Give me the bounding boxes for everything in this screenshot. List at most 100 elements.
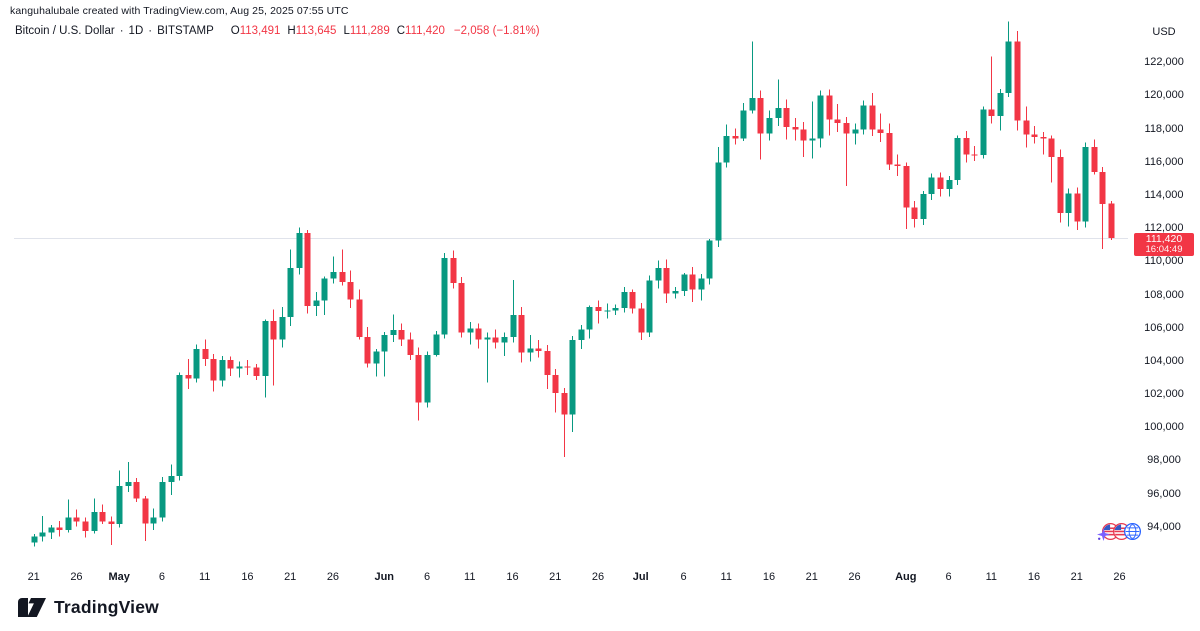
- price-tick-label: 122,000: [1144, 56, 1184, 69]
- candle-body: [561, 393, 568, 415]
- candle-body: [1108, 203, 1115, 238]
- price-tick-label: 112,000: [1144, 222, 1184, 235]
- candle-body: [227, 360, 234, 369]
- last-price-label[interactable]: 111,420 16:04:49: [1134, 232, 1194, 256]
- candle-body: [1014, 41, 1021, 121]
- time-tick-label: 26: [326, 571, 340, 583]
- candle-body: [954, 137, 961, 181]
- time-tick-label: 16: [506, 571, 519, 583]
- candle-body: [1031, 134, 1038, 137]
- price-axis[interactable]: USD 111,420 16:04:49 122,000 120,000 118,0…: [1132, 0, 1200, 565]
- candle-body: [740, 110, 747, 139]
- symbol-name[interactable]: Bitcoin / U.S. Dollar: [15, 25, 115, 37]
- candle-body: [262, 321, 269, 376]
- candle-body: [980, 109, 987, 156]
- globe-event-icon: [1124, 523, 1141, 540]
- candle-body: [321, 278, 328, 301]
- candle-body: [99, 511, 106, 522]
- candle-body: [202, 349, 209, 360]
- price-tick-label: 118,000: [1144, 122, 1184, 135]
- candle-body: [732, 136, 739, 139]
- candle-body: [398, 330, 405, 340]
- candle-body: [1023, 120, 1030, 135]
- candle-body: [253, 367, 260, 376]
- candle-body: [544, 350, 551, 375]
- open-label: O: [230, 25, 240, 37]
- candle-body: [304, 233, 311, 307]
- candle-body: [518, 315, 525, 353]
- close-value: 111,420: [405, 25, 445, 37]
- close-label: C: [396, 25, 406, 37]
- candle-body: [775, 107, 782, 118]
- time-tick-label: May: [108, 571, 130, 583]
- candle-body: [689, 274, 696, 290]
- candle-body: [783, 107, 790, 127]
- low-value: 111,289: [349, 25, 390, 37]
- candle-body: [287, 267, 294, 317]
- time-tick-label: 6: [158, 571, 165, 583]
- candle-body: [39, 532, 46, 537]
- candle-body: [150, 517, 157, 524]
- candle-body: [552, 374, 559, 394]
- price-tick-label: 102,000: [1144, 388, 1184, 400]
- candle-body: [569, 340, 576, 415]
- candle-body: [364, 336, 371, 364]
- candle-body: [1005, 41, 1012, 93]
- tradingview-wordmark: TradingView: [54, 597, 159, 617]
- last-price-countdown: 16:04:49: [1145, 243, 1183, 255]
- candle-body: [877, 129, 884, 133]
- candle-body: [65, 517, 72, 531]
- candle-body: [698, 278, 705, 290]
- time-tick-label: Aug: [895, 571, 917, 583]
- time-tick-label: 16: [241, 571, 254, 583]
- candle-body: [270, 321, 277, 340]
- open-value: 113,491: [239, 25, 281, 37]
- candle-body: [296, 233, 303, 268]
- candle-body: [1057, 156, 1064, 214]
- price-tick-label: 108,000: [1144, 288, 1184, 301]
- candle-body: [621, 292, 628, 308]
- event-marker-icons[interactable]: [1097, 523, 1141, 541]
- separator-dot: ·: [148, 25, 153, 37]
- candle-body: [48, 527, 55, 533]
- candle-body: [168, 476, 175, 482]
- sparkle-icon: [1097, 528, 1110, 541]
- candle-body: [313, 300, 320, 307]
- candle-body: [279, 316, 286, 340]
- candle-body: [1091, 146, 1098, 172]
- candle-body: [176, 374, 183, 477]
- candle-body: [1040, 136, 1047, 139]
- exchange-label[interactable]: BITSTAMP: [157, 25, 214, 37]
- separator-dot: ·: [119, 25, 124, 37]
- candle-body: [116, 486, 123, 525]
- candle-body: [903, 165, 910, 208]
- time-tick-label: 11: [720, 571, 732, 583]
- candle-body: [578, 329, 585, 341]
- price-tick-label: 120,000: [1144, 89, 1184, 102]
- candle-body: [971, 154, 978, 156]
- interval-label[interactable]: 1D: [128, 25, 144, 37]
- candle-body: [604, 310, 611, 312]
- candle-body: [586, 306, 593, 330]
- candle-body: [535, 348, 542, 351]
- candle-body: [963, 137, 970, 155]
- candle-body: [843, 122, 850, 134]
- candle-body: [1099, 171, 1106, 205]
- candle-body: [860, 105, 867, 130]
- price-tick-label: 110,000: [1144, 255, 1184, 268]
- candle-body: [629, 292, 636, 309]
- candle-body: [646, 280, 653, 333]
- time-axis[interactable]: 21 26 May 6 11 16 21 26 Jun 6 11 16 21 26 Jul 6 11 16 21 26…: [0, 570, 1200, 586]
- candle-body: [125, 481, 132, 487]
- candle-body: [527, 348, 534, 353]
- candle-body: [672, 291, 679, 294]
- candle-body: [185, 374, 192, 379]
- candle-body: [937, 177, 944, 190]
- symbol-header: Bitcoin / U.S. Dollar · 1D · BITSTAMP O113,49…: [15, 25, 540, 37]
- time-tick-label: Jul: [632, 571, 649, 583]
- tradingview-logo[interactable]: TradingView: [17, 597, 159, 618]
- time-tick-label: 21: [284, 571, 297, 583]
- candle-body: [330, 272, 337, 279]
